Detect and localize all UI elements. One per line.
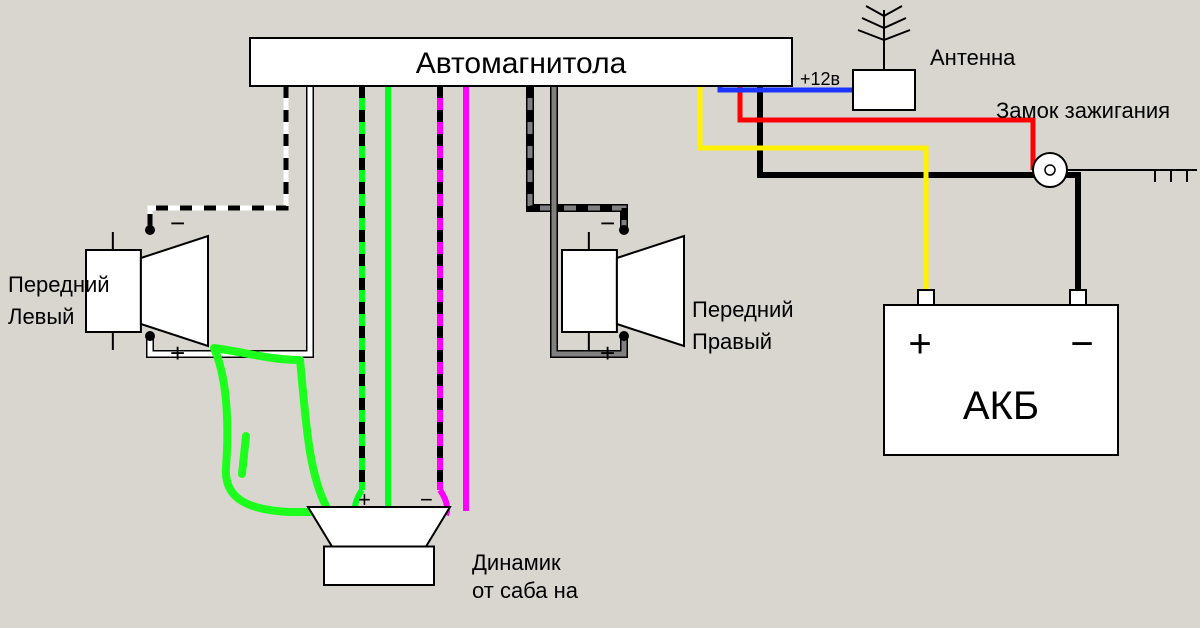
plus12-label: +12в <box>800 69 840 89</box>
radio-label: Автомагнитола <box>416 47 627 80</box>
antenna-label: Антенна <box>930 45 1016 70</box>
fr-label-2: Правый <box>692 329 772 354</box>
ignition-label: Замок зажигания <box>996 98 1170 123</box>
fl-label-1: Передний <box>8 272 110 297</box>
svg-text:+: + <box>908 322 931 366</box>
svg-text:−: − <box>170 208 185 238</box>
svg-text:+: + <box>170 338 185 368</box>
fl-label-2: Левый <box>8 304 74 329</box>
fr-label-1: Передний <box>692 297 794 322</box>
sub-label-1: Динамик <box>472 550 561 575</box>
battery-label: АКБ <box>963 384 1039 428</box>
svg-text:+: + <box>600 338 615 368</box>
svg-text:−: − <box>600 208 615 238</box>
sub-label-2: от саба на <box>472 578 579 603</box>
speaker-sub <box>308 507 450 585</box>
antenna-box <box>853 70 915 110</box>
svg-text:−: − <box>1070 322 1093 366</box>
fl-neg-terminal <box>145 225 155 235</box>
